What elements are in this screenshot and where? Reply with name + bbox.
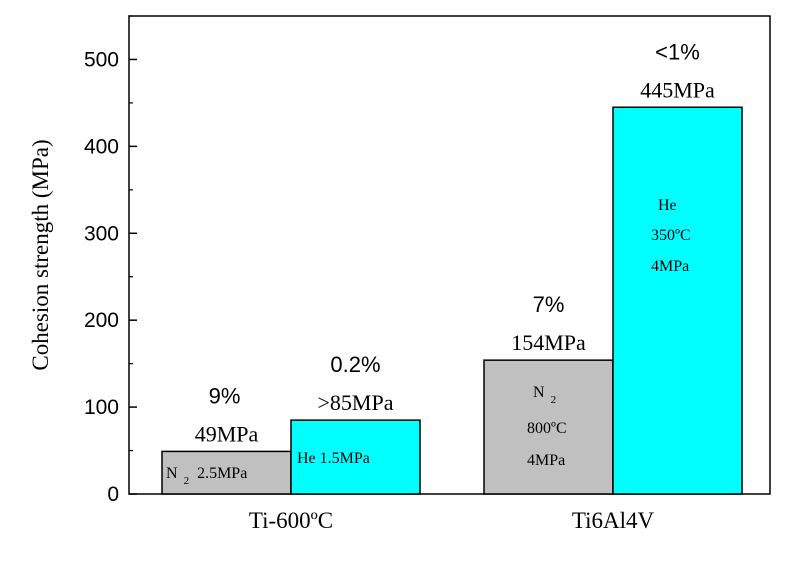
bar-percent-label-ti600-n2: 9% — [209, 383, 241, 408]
x-category-label-ti-600: Ti-600ºC — [249, 508, 333, 533]
bar-inner-label: 800ºC — [527, 420, 567, 437]
y-tick-label: 0 — [107, 483, 119, 506]
bar-value-label-ti600-he: >85MPa — [318, 390, 394, 415]
x-category-label-ti6al4v: Ti6Al4V — [572, 508, 655, 533]
y-tick-label: 500 — [84, 48, 119, 71]
bar-ti600-he — [290, 419, 421, 495]
bar-inner-label: He — [658, 197, 677, 214]
bar-value-label-ti6al4v-he: 445MPa — [640, 77, 715, 102]
bar-value-label-ti600-n2: 49MPa — [195, 421, 259, 446]
y-tick-label: 100 — [84, 396, 119, 419]
y-axis-ticks: 0 100 200 300 400 500 — [84, 15, 137, 506]
bar-percent-label-ti600-he: 0.2% — [330, 352, 380, 377]
bar-percent-label-ti6al4v-n2: 7% — [533, 292, 565, 317]
y-tick-label: 300 — [84, 222, 119, 245]
bar-inner-label: 350ºC — [651, 227, 691, 244]
bar-ti600-n2 — [161, 450, 292, 495]
bar-ti6al4v-he — [612, 106, 743, 495]
plot-frame — [128, 15, 771, 495]
y-axis-title: Cohesion strength (MPa) — [28, 139, 53, 370]
bar-inner-label: 4MPa — [527, 452, 565, 469]
bar-ti6al4v-n2 — [483, 359, 614, 495]
bar-percent-label-ti6al4v-he: <1% — [655, 39, 700, 64]
bar-value-label-ti6al4v-n2: 154MPa — [511, 330, 586, 355]
bar-inner-label: 4MPa — [651, 258, 689, 275]
y-tick-label: 200 — [84, 309, 119, 332]
bars-layer — [161, 106, 743, 495]
y-tick-label: 400 — [84, 135, 119, 158]
bar-inner-label: He 1.5MPa — [297, 450, 370, 467]
